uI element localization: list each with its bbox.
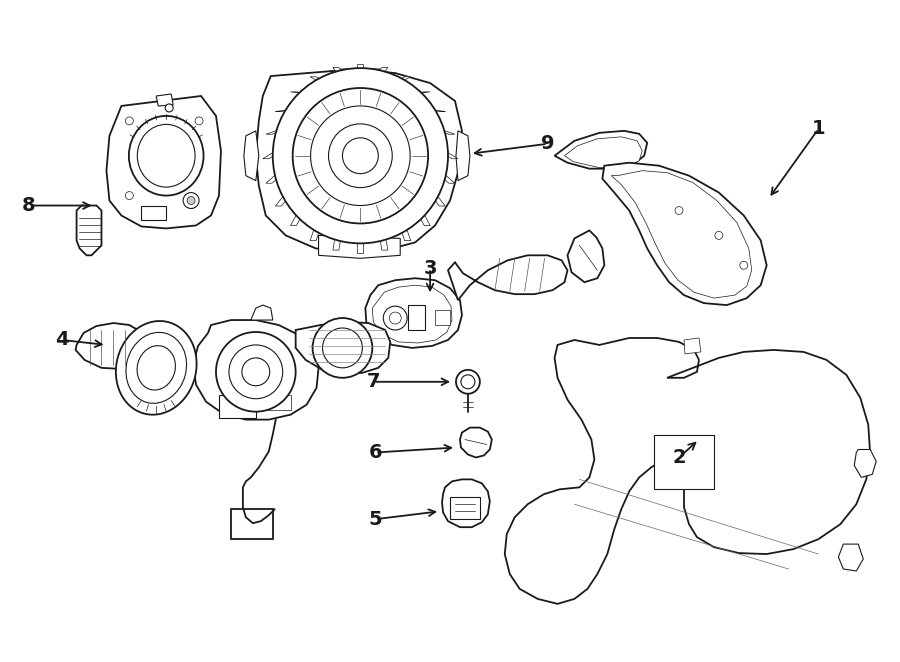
Text: 8: 8 (22, 196, 36, 215)
Polygon shape (448, 256, 568, 300)
Circle shape (322, 328, 363, 368)
Polygon shape (684, 338, 701, 354)
Circle shape (125, 117, 133, 125)
Polygon shape (379, 68, 388, 71)
Ellipse shape (138, 124, 195, 187)
Polygon shape (76, 323, 147, 369)
Circle shape (273, 68, 448, 244)
Circle shape (125, 191, 133, 199)
Text: 2: 2 (672, 448, 686, 467)
Polygon shape (505, 338, 870, 604)
Polygon shape (439, 175, 454, 183)
Polygon shape (409, 305, 425, 330)
Polygon shape (259, 395, 291, 410)
Polygon shape (654, 434, 714, 489)
Polygon shape (251, 305, 273, 320)
Text: 7: 7 (366, 372, 380, 391)
Circle shape (312, 318, 373, 378)
Polygon shape (244, 131, 259, 181)
Polygon shape (435, 310, 450, 325)
Polygon shape (431, 195, 446, 206)
Polygon shape (554, 131, 647, 169)
Polygon shape (365, 278, 462, 348)
Circle shape (383, 306, 407, 330)
Circle shape (740, 261, 748, 269)
Polygon shape (357, 64, 364, 68)
Polygon shape (219, 395, 256, 418)
Text: 6: 6 (368, 443, 382, 462)
Polygon shape (442, 153, 458, 159)
Circle shape (166, 104, 173, 112)
Polygon shape (602, 163, 767, 305)
Polygon shape (373, 285, 452, 343)
Circle shape (195, 117, 203, 125)
Polygon shape (266, 131, 282, 134)
Polygon shape (333, 68, 341, 71)
Polygon shape (256, 69, 462, 252)
Polygon shape (456, 131, 470, 181)
Ellipse shape (116, 321, 196, 414)
Circle shape (715, 232, 723, 240)
Text: 3: 3 (423, 259, 436, 278)
Circle shape (456, 370, 480, 394)
Polygon shape (141, 205, 166, 220)
Polygon shape (310, 226, 321, 241)
Polygon shape (460, 428, 491, 457)
Polygon shape (333, 234, 341, 250)
Ellipse shape (126, 332, 186, 403)
Polygon shape (418, 213, 430, 226)
Polygon shape (263, 153, 279, 159)
Text: 4: 4 (55, 330, 68, 350)
Polygon shape (611, 171, 752, 298)
Ellipse shape (129, 116, 203, 195)
Polygon shape (839, 544, 863, 571)
Polygon shape (275, 195, 290, 206)
Polygon shape (157, 94, 173, 106)
Circle shape (292, 88, 428, 224)
Polygon shape (319, 236, 400, 258)
Polygon shape (310, 77, 321, 79)
Polygon shape (418, 92, 430, 93)
Circle shape (229, 345, 283, 399)
Polygon shape (568, 230, 604, 282)
Circle shape (675, 207, 683, 214)
Circle shape (183, 193, 199, 209)
Polygon shape (564, 137, 643, 167)
Circle shape (461, 375, 475, 389)
Polygon shape (106, 96, 221, 228)
Polygon shape (266, 175, 282, 183)
Polygon shape (439, 131, 454, 134)
Circle shape (343, 138, 378, 173)
Circle shape (310, 106, 410, 205)
Polygon shape (400, 77, 410, 79)
Circle shape (216, 332, 296, 412)
Polygon shape (231, 509, 273, 539)
Ellipse shape (137, 346, 176, 390)
Polygon shape (194, 320, 319, 420)
Text: 1: 1 (812, 119, 825, 138)
Polygon shape (442, 479, 490, 527)
Polygon shape (357, 238, 364, 254)
Polygon shape (379, 234, 388, 250)
Polygon shape (450, 497, 480, 519)
Polygon shape (338, 69, 382, 81)
Text: 5: 5 (368, 510, 382, 529)
Polygon shape (400, 226, 410, 241)
Circle shape (242, 358, 270, 386)
Polygon shape (76, 205, 102, 256)
Polygon shape (854, 449, 877, 477)
Polygon shape (296, 322, 391, 374)
Text: 9: 9 (541, 134, 554, 154)
Polygon shape (291, 213, 303, 226)
Circle shape (390, 312, 401, 324)
Circle shape (328, 124, 392, 187)
Polygon shape (291, 92, 303, 93)
Circle shape (187, 197, 195, 205)
